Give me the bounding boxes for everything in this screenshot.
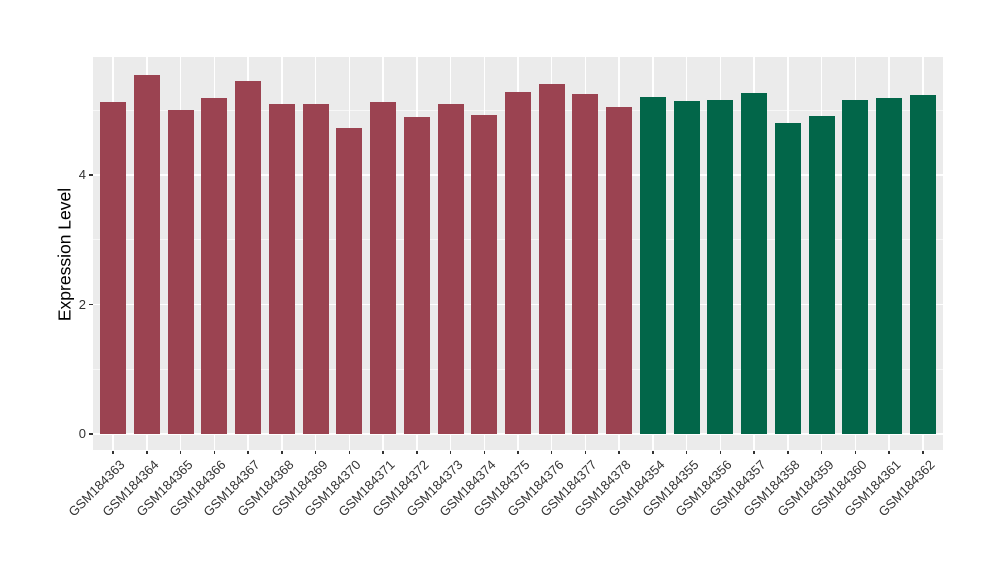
bar-GSM184360: [842, 99, 869, 434]
x-tick: [348, 450, 351, 454]
x-tick: [112, 450, 114, 454]
bar-GSM184357: [741, 92, 768, 434]
x-tick: [416, 450, 418, 454]
x-tick: [854, 450, 857, 454]
bar-GSM184366: [201, 97, 228, 434]
bar-GSM184356: [707, 99, 734, 434]
bar-GSM184361: [876, 97, 903, 434]
x-tick: [888, 450, 890, 454]
x-tick: [247, 450, 249, 454]
x-tick: [618, 450, 620, 454]
x-tick: [517, 450, 519, 454]
y-tick: [89, 433, 93, 435]
x-tick: [922, 450, 924, 454]
x-tick: [213, 450, 216, 454]
x-tick: [787, 450, 789, 454]
y-tick: [89, 303, 93, 306]
x-tick: [179, 450, 182, 454]
x-tick: [550, 450, 553, 454]
bar-GSM184372: [403, 117, 430, 434]
bar-GSM184363: [100, 101, 127, 434]
x-tick: [584, 450, 587, 454]
x-tick: [146, 450, 148, 454]
bar-GSM184377: [572, 94, 599, 434]
bar-GSM184367: [235, 81, 262, 434]
bar-GSM184362: [909, 95, 936, 434]
bar-GSM184355: [673, 101, 700, 434]
y-tick-label: 2: [78, 296, 86, 312]
bar-GSM184354: [639, 96, 666, 434]
x-tick: [382, 450, 384, 454]
x-tick: [281, 450, 283, 454]
x-tick: [652, 450, 654, 454]
bar-GSM184378: [606, 107, 633, 434]
bar-GSM184358: [774, 122, 801, 434]
bar-GSM184369: [302, 104, 329, 434]
bar-GSM184365: [167, 110, 194, 434]
x-tick: [483, 450, 486, 454]
x-tick: [820, 450, 823, 454]
y-tick-label: 0: [78, 426, 86, 441]
bar-GSM184371: [370, 101, 397, 434]
y-tick-label: 4: [78, 167, 86, 182]
x-tick: [685, 450, 688, 454]
bar-GSM184368: [268, 104, 295, 434]
bar-GSM184374: [471, 115, 498, 434]
bar-GSM184364: [133, 74, 160, 434]
x-tick: [314, 450, 317, 454]
bar-GSM184376: [538, 83, 565, 434]
x-tick: [719, 450, 722, 454]
y-tick: [89, 174, 93, 176]
bar-GSM184359: [808, 116, 835, 434]
bar-GSM184370: [336, 127, 363, 434]
bar-GSM184375: [505, 92, 531, 434]
x-tick: [753, 450, 755, 454]
plot-panel: [93, 57, 943, 450]
x-tick: [449, 450, 452, 454]
bar-GSM184373: [437, 104, 464, 434]
